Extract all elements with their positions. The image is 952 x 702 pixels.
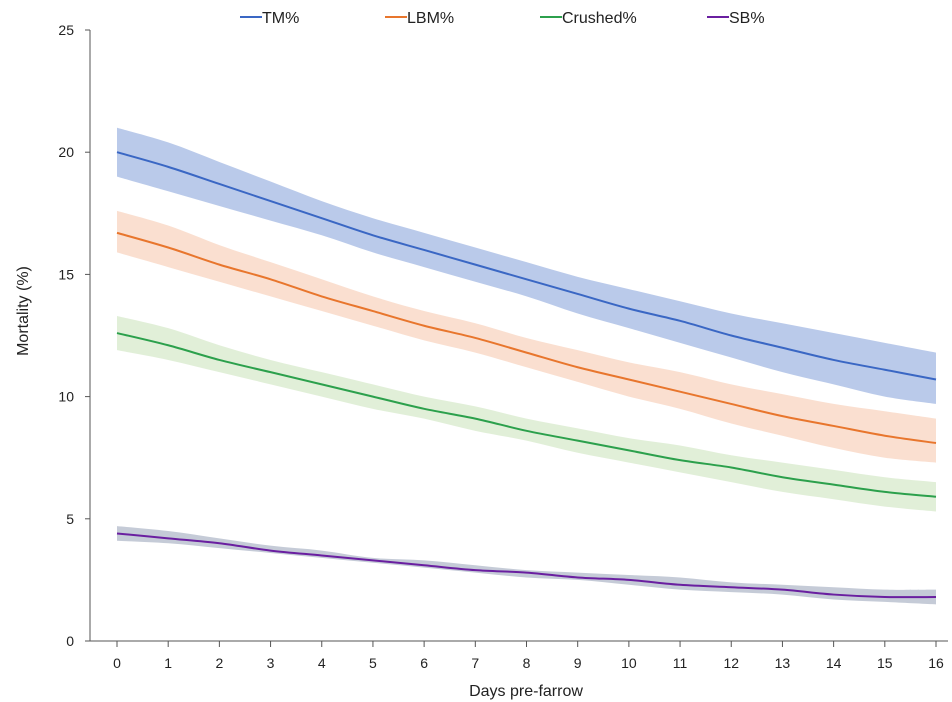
x-tick-label: 5 — [369, 655, 377, 671]
y-tick-label: 10 — [58, 389, 74, 405]
y-tick-label: 25 — [58, 22, 74, 38]
x-tick-label: 11 — [673, 655, 688, 671]
confidence-bands — [117, 127, 936, 605]
series-lines — [116, 151, 937, 599]
legend: TM% LBM% Crushed% SB% — [240, 10, 765, 27]
x-tick-label: 10 — [621, 655, 637, 671]
x-tick-label: 1 — [164, 655, 172, 671]
x-tick-label: 15 — [877, 655, 893, 671]
x-axis-title: Days pre-farrow — [469, 683, 583, 700]
confidence-band-sb — [117, 526, 936, 605]
series-line-crushed — [116, 332, 937, 498]
x-tick-label: 4 — [318, 655, 326, 671]
series-line-tm — [116, 151, 937, 381]
y-tick-label: 15 — [58, 266, 74, 282]
confidence-band-lbm — [117, 210, 936, 463]
y-axis-title: Mortality (%) — [15, 266, 32, 356]
x-tick-label: 12 — [723, 655, 739, 671]
legend-label: LBM% — [407, 10, 454, 27]
x-tick-label: 9 — [574, 655, 582, 671]
legend-label: Crushed% — [562, 10, 637, 27]
x-tick-label: 3 — [267, 655, 275, 671]
series-line-sb — [116, 532, 937, 599]
x-tick-label: 8 — [523, 655, 531, 671]
y-tick-label: 5 — [66, 511, 74, 527]
x-tick-label: 14 — [826, 655, 842, 671]
x-tick-label: 16 — [928, 655, 944, 671]
legend-label: SB% — [729, 10, 765, 27]
x-tick-label: 7 — [471, 655, 479, 671]
series-line-lbm — [116, 231, 937, 445]
y-tick-label: 20 — [58, 144, 74, 160]
x-tick-label: 13 — [775, 655, 791, 671]
confidence-band-crushed — [117, 315, 936, 512]
y-tick-label: 0 — [66, 633, 74, 649]
x-tick-label: 2 — [215, 655, 223, 671]
legend-label: TM% — [262, 10, 299, 27]
x-tick-label: 0 — [113, 655, 121, 671]
x-tick-label: 6 — [420, 655, 428, 671]
